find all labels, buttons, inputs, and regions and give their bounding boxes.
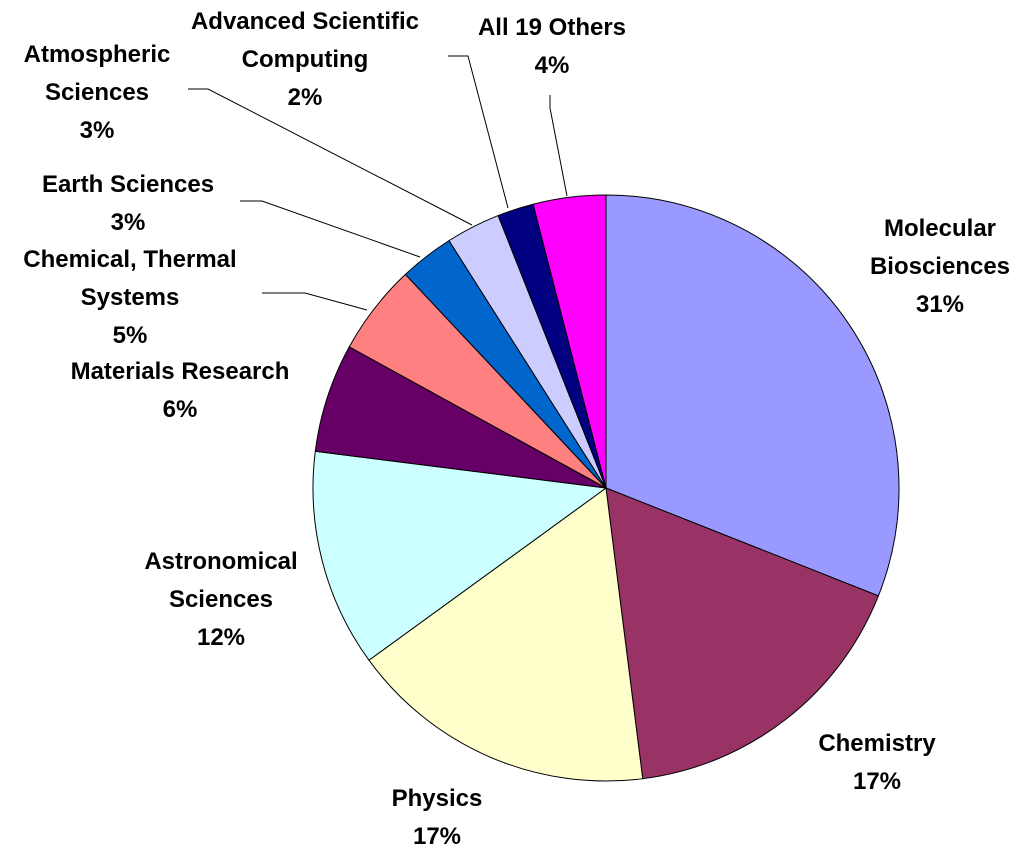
leader-line-5 <box>262 292 368 311</box>
slice-label-line-6-0: Earth Sciences <box>42 171 214 198</box>
slice-label-8: Advanced Scientific Computing 2% <box>191 8 419 111</box>
slice-percent-7: 3% <box>80 117 115 144</box>
slice-percent-4: 6% <box>163 396 198 423</box>
pie-slice-2 <box>368 487 644 782</box>
slice-label-line-3-0: Astronomical <box>144 548 297 575</box>
slice-label-line-7-1: Sciences <box>45 79 149 106</box>
slice-label-line-7-0: Atmospheric <box>24 41 171 68</box>
pie-slice-9 <box>532 194 607 489</box>
slice-label-line-5-1: Systems <box>81 284 180 311</box>
pie-slice-0 <box>605 194 900 597</box>
slice-percent-6: 3% <box>111 209 146 236</box>
slice-label-line-2-0: Physics <box>392 785 483 812</box>
slice-label-line-9-0: All 19 Others <box>478 14 626 41</box>
slice-label-line-0-0: Molecular <box>884 215 996 242</box>
slice-label-line-1-0: Chemistry <box>818 730 936 757</box>
slice-label-line-4-0: Materials Research <box>71 358 290 385</box>
slice-label-line-8-1: Computing <box>242 46 369 73</box>
slice-label-6: Earth Sciences 3% <box>42 171 214 236</box>
slice-percent-0: 31% <box>916 291 964 318</box>
leader-line-extra-0 <box>549 95 568 197</box>
slice-percent-9: 4% <box>535 52 570 79</box>
slice-percent-3: 12% <box>197 624 245 651</box>
slice-labels: Molecular Biosciences 31%Chemistry 17%Physi… <box>23 8 1010 850</box>
slice-label-1: Chemistry 17% <box>818 730 936 795</box>
slice-percent-2: 17% <box>413 823 461 850</box>
slice-label-line-3-1: Sciences <box>169 586 273 613</box>
pie-slice-1 <box>605 487 880 780</box>
slice-label-line-5-0: Chemical, Thermal <box>23 246 236 273</box>
slice-percent-1: 17% <box>853 768 901 795</box>
slice-label-5: Chemical, Thermal Systems 5% <box>23 246 236 349</box>
slice-label-9: All 19 Others 4% <box>478 14 626 79</box>
leader-line-6 <box>240 200 421 258</box>
slice-label-line-8-0: Advanced Scientific <box>191 8 419 35</box>
slice-label-0: Molecular Biosciences 31% <box>870 215 1010 318</box>
slice-label-line-0-1: Biosciences <box>870 253 1010 280</box>
pie-slices <box>312 194 900 782</box>
leader-line-7 <box>188 88 473 226</box>
leader-lines <box>188 55 568 311</box>
slice-label-2: Physics 17% <box>392 785 483 850</box>
slice-percent-5: 5% <box>113 322 148 349</box>
pie-slice-3 <box>312 450 608 661</box>
slice-label-7: Atmospheric Sciences 3% <box>24 41 171 144</box>
slice-percent-8: 2% <box>288 84 323 111</box>
slice-label-3: Astronomical Sciences 12% <box>144 548 297 651</box>
leader-line-9 <box>448 55 509 209</box>
slice-label-4: Materials Research 6% <box>71 358 290 423</box>
